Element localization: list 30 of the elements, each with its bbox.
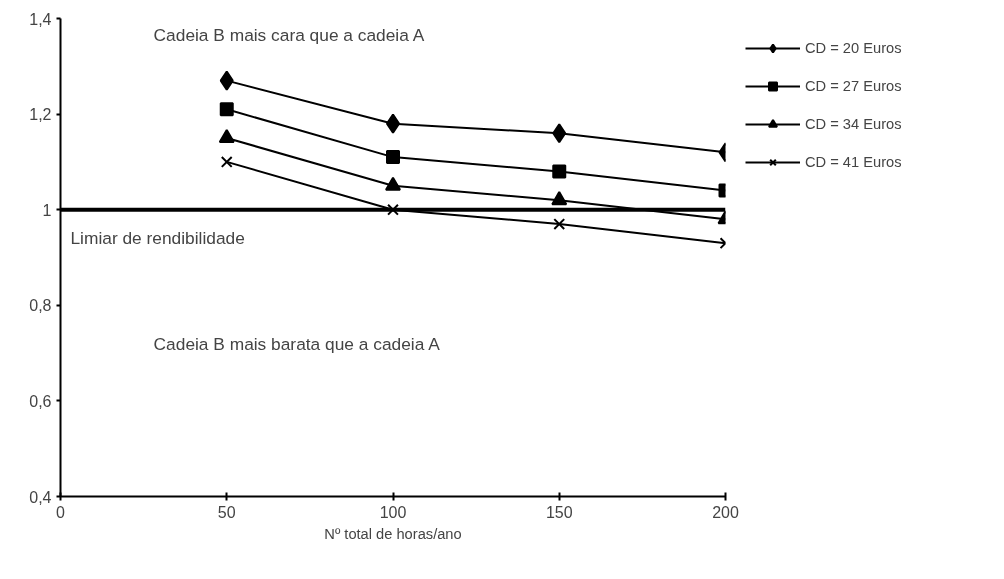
ref-line-label: Limiar de rendibilidade xyxy=(70,227,245,248)
y-tick-label: 1,4 xyxy=(29,10,52,28)
point xyxy=(552,164,567,179)
y-tick-label: 1,2 xyxy=(29,106,52,124)
y-tick-label: 0,6 xyxy=(29,392,52,410)
point xyxy=(219,70,234,91)
x-tick-label: 200 xyxy=(712,503,739,521)
point xyxy=(220,155,233,168)
point xyxy=(551,191,568,206)
point xyxy=(387,203,399,216)
legend-label: CD = 20 Euros xyxy=(805,40,902,56)
y-tick-label: 0,4 xyxy=(29,488,52,506)
annotation: Cadeia B mais barata que a cadeia A xyxy=(153,333,441,354)
point xyxy=(386,150,400,165)
point xyxy=(552,123,567,144)
point xyxy=(218,128,235,144)
point xyxy=(219,102,234,117)
legend-label: CD = 27 Euros xyxy=(805,78,902,94)
y-tick-label: 0,8 xyxy=(29,297,52,315)
x-tick-label: 100 xyxy=(379,503,407,521)
annotation: Cadeia B mais cara que a cadeia A xyxy=(153,24,425,45)
legend-label: CD = 34 Euros xyxy=(805,116,902,132)
x-tick-label: 0 xyxy=(56,503,66,521)
x-tick-label: 150 xyxy=(545,503,573,521)
x-tick-label: 50 xyxy=(217,503,236,521)
point xyxy=(553,218,566,230)
y-tick-label: 1 xyxy=(42,201,52,219)
point xyxy=(385,176,401,191)
x-axis-title: Nº total de horas/ano xyxy=(324,525,462,542)
legend-label: CD = 41 Euros xyxy=(805,154,902,170)
